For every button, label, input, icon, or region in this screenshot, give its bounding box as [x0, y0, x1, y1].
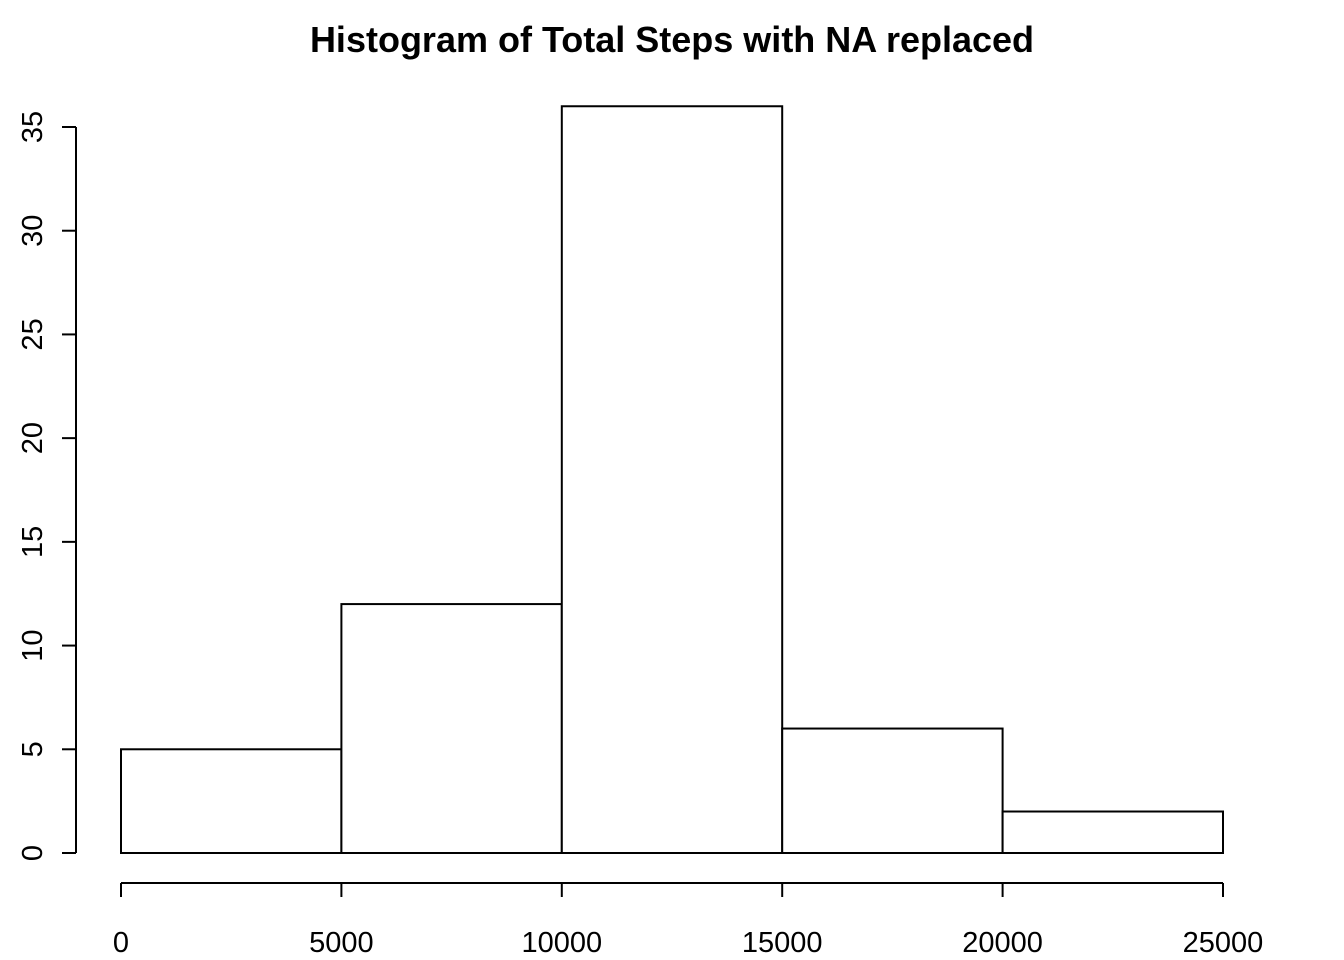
y-tick-label-4: 20 [17, 422, 49, 454]
x-tick-label-0: 0 [113, 927, 129, 959]
histogram-bar-2 [560, 105, 784, 854]
x-axis: 0 5000 10000 15000 20000 25000 [113, 882, 1264, 959]
y-tick-label-6: 30 [17, 215, 49, 247]
bars-group [120, 105, 1224, 854]
histogram-bar-4 [1001, 810, 1224, 854]
x-tick-label-4: 20000 [962, 927, 1043, 959]
y-tick-label-3: 15 [17, 526, 49, 558]
x-tick-label-1: 5000 [309, 927, 374, 959]
y-tick-label-2: 10 [17, 629, 49, 661]
y-tick-label-7: 35 [17, 111, 49, 143]
x-tick-label-2: 10000 [521, 927, 602, 959]
histogram-bar-0 [120, 748, 343, 854]
y-axis: 0 5 10 15 20 25 30 35 [17, 111, 77, 861]
x-tick-label-3: 15000 [742, 927, 823, 959]
histogram-bar-3 [781, 727, 1004, 854]
y-tick-label-0: 0 [17, 845, 49, 861]
y-tick-label-1: 5 [17, 741, 49, 757]
y-tick-label-5: 25 [17, 318, 49, 350]
histogram-bar-1 [340, 603, 563, 854]
x-tick-label-5: 25000 [1183, 927, 1264, 959]
chart-title: Histogram of Total Steps with NA replace… [310, 19, 1034, 60]
